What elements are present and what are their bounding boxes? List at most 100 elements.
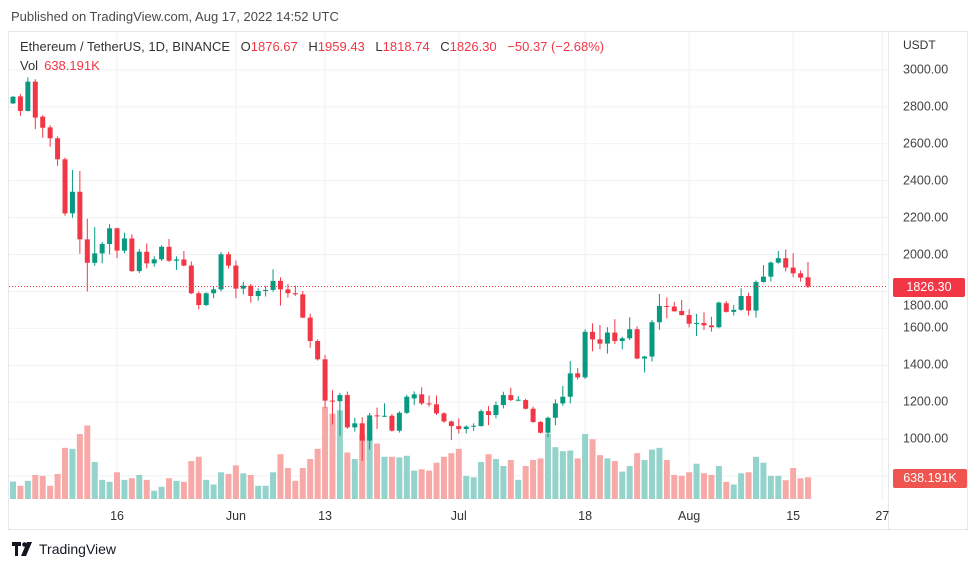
candle[interactable] [500,391,506,409]
candle[interactable] [151,256,157,267]
candle[interactable] [560,386,566,406]
candle[interactable] [329,390,335,425]
candle[interactable] [671,301,677,312]
candle[interactable] [634,326,640,360]
candle[interactable] [382,403,387,417]
candle[interactable] [270,269,276,292]
candle[interactable] [17,93,23,116]
candle[interactable] [255,288,261,301]
candle[interactable] [203,292,209,307]
candle[interactable] [642,355,648,373]
candle[interactable] [367,412,373,450]
candle[interactable] [686,309,692,328]
candle[interactable] [173,256,179,270]
candle[interactable] [77,171,83,254]
candle[interactable] [32,79,38,130]
candle[interactable] [448,420,454,441]
candle[interactable] [508,387,514,402]
candle[interactable] [322,355,328,409]
candle[interactable] [731,304,737,316]
candle[interactable] [411,391,417,405]
candle[interactable] [136,248,142,273]
candle[interactable] [47,125,53,147]
candle[interactable] [55,136,61,166]
candle[interactable] [25,77,31,112]
candle[interactable] [768,261,774,282]
candle[interactable] [99,241,105,264]
candle[interactable] [396,411,402,433]
candle[interactable] [664,297,670,319]
candle[interactable] [404,394,410,415]
candle[interactable] [471,423,477,431]
candle[interactable] [389,414,395,432]
candle[interactable] [515,396,521,402]
candle[interactable] [760,265,766,283]
candle[interactable] [694,313,700,337]
candle[interactable] [107,224,113,255]
candle[interactable] [248,284,254,303]
candle[interactable] [263,285,269,297]
candle[interactable] [478,409,484,427]
candle[interactable] [40,115,46,138]
candle[interactable] [285,284,291,298]
candle[interactable] [486,406,492,426]
candle[interactable] [612,319,618,344]
price-axis-unit[interactable]: USDT [903,38,936,52]
candle[interactable] [597,324,603,350]
candle[interactable] [805,261,811,288]
candle[interactable] [159,245,165,261]
candle[interactable] [69,169,75,218]
candle[interactable] [523,398,529,410]
candle[interactable] [292,285,298,296]
candle[interactable] [225,251,231,269]
candle[interactable] [716,301,722,329]
candle[interactable] [567,361,573,404]
candle[interactable] [790,253,796,278]
candle[interactable] [441,412,447,423]
candle[interactable] [738,288,744,311]
candle[interactable] [277,277,283,306]
candle[interactable] [121,232,127,254]
candle[interactable] [783,249,789,272]
candle[interactable] [775,250,781,264]
candle[interactable] [315,339,321,361]
candle[interactable] [590,323,596,352]
candle[interactable] [114,227,120,259]
candle[interactable] [374,407,380,430]
candle[interactable] [649,319,655,362]
candle[interactable] [166,239,172,262]
candle[interactable] [545,416,551,438]
candle[interactable] [582,329,588,380]
candle[interactable] [359,417,365,461]
candle[interactable] [92,227,98,266]
candle[interactable] [434,395,440,416]
candle[interactable] [196,291,202,310]
candle[interactable] [84,218,90,292]
candle[interactable] [463,425,469,434]
candle[interactable] [530,406,536,423]
candle[interactable] [300,291,306,319]
candle[interactable] [538,420,544,434]
candle[interactable] [419,387,425,405]
candle[interactable] [144,243,150,269]
candle[interactable] [344,391,350,429]
tradingview-logo[interactable]: TradingView [12,541,116,557]
candle[interactable] [627,317,633,341]
candle[interactable] [352,417,358,432]
candle[interactable] [619,336,625,350]
candle[interactable] [746,292,752,316]
candle[interactable] [679,299,685,316]
candle[interactable] [62,157,68,216]
candle[interactable] [798,270,804,282]
candle[interactable] [708,316,714,332]
candle[interactable] [426,395,432,407]
candle[interactable] [233,260,239,299]
candle[interactable] [723,300,729,313]
candle[interactable] [493,401,499,419]
candle[interactable] [656,293,662,330]
candle[interactable] [701,312,707,330]
candle[interactable] [456,418,462,434]
candle[interactable] [307,313,313,348]
candle[interactable] [240,281,246,295]
